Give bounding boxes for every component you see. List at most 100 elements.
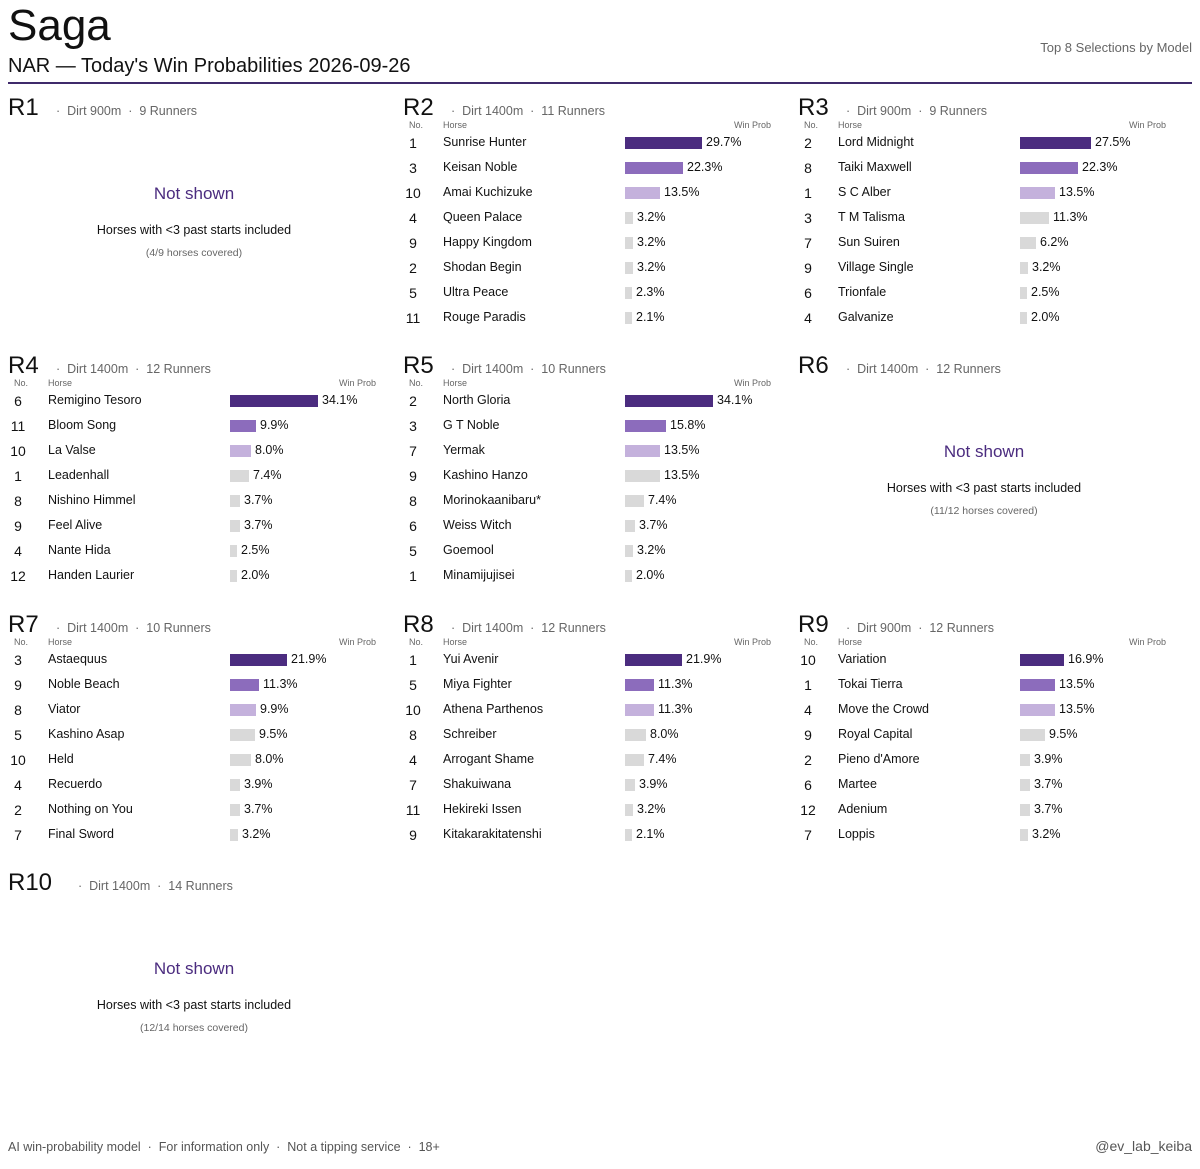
column-header-no: No.	[14, 378, 29, 388]
win-prob-bar	[1020, 779, 1030, 791]
runner-row: 3 T M Talisma 11.3%	[798, 205, 1170, 230]
win-prob-label: 3.7%	[1034, 777, 1063, 791]
win-prob-bar	[1020, 287, 1027, 299]
horse-number: 8	[409, 493, 417, 509]
column-header-win-prob: Win Prob	[733, 378, 771, 388]
horse-name: Nishino Himmel	[48, 493, 136, 507]
win-prob-label: 8.0%	[255, 443, 284, 457]
win-prob-bar	[1020, 704, 1055, 716]
win-prob-bar	[1020, 312, 1027, 324]
win-prob-bar	[1020, 679, 1055, 691]
horse-name: Shodan Begin	[443, 260, 522, 274]
horse-number: 10	[10, 443, 26, 459]
horse-number: 10	[405, 702, 421, 718]
win-prob-label: 13.5%	[1059, 185, 1095, 199]
horse-number: 5	[409, 677, 417, 693]
win-prob-label: 11.3%	[658, 677, 693, 691]
win-prob-label: 27.5%	[1095, 135, 1131, 149]
horse-name: Village Single	[838, 260, 914, 274]
win-prob-bar	[1020, 187, 1055, 199]
horse-name: Shakuiwana	[443, 777, 512, 791]
race-panel-r6: R6 · Dirt 1400m · 12 Runners Not shown Hors…	[798, 346, 1170, 596]
race-panel-r3: R3 · Dirt 900m · 9 Runners No. Horse Win Pro…	[798, 88, 1170, 338]
horse-name: Yermak	[443, 443, 485, 457]
win-prob-label: 3.7%	[244, 493, 273, 507]
race-meta: · Dirt 1400m · 12 Runners	[56, 362, 211, 376]
horse-number: 6	[804, 777, 812, 793]
win-prob-label: 29.7%	[706, 135, 742, 149]
runner-row: 2 Pieno d'Amore 3.9%	[798, 747, 1170, 772]
page-title: Saga	[8, 1, 111, 50]
runner-row: 11 Rouge Paradis 2.1%	[403, 305, 775, 330]
horse-number: 9	[14, 677, 22, 693]
horse-name: Leadenhall	[48, 468, 110, 482]
win-prob-label: 3.2%	[637, 802, 666, 816]
horse-name: Athena Parthenos	[443, 702, 544, 716]
win-prob-bar	[1020, 137, 1091, 149]
horse-name: Nante Hida	[48, 543, 111, 557]
horse-name: Goemool	[443, 543, 494, 557]
win-prob-label: 34.1%	[717, 393, 753, 407]
horse-name: S C Alber	[838, 185, 891, 199]
win-prob-bar	[230, 804, 240, 816]
win-prob-bar	[230, 679, 259, 691]
win-prob-label: 3.9%	[244, 777, 273, 791]
win-prob-bar	[230, 470, 249, 482]
win-prob-label: 9.9%	[260, 418, 289, 432]
win-prob-label: 3.7%	[639, 518, 668, 532]
horse-name: G T Noble	[443, 418, 500, 432]
win-prob-label: 7.4%	[253, 468, 282, 482]
horse-number: 8	[804, 160, 812, 176]
race-meta: · Dirt 1400m · 12 Runners	[846, 362, 1001, 376]
runner-row: 9 Village Single 3.2%	[798, 255, 1170, 280]
race-meta: · Dirt 1400m · 12 Runners	[451, 621, 606, 635]
horse-number: 4	[409, 210, 417, 226]
runner-row: 10 Athena Parthenos 11.3%	[403, 697, 775, 722]
coverage-note: (4/9 horses covered)	[145, 247, 243, 259]
horse-number: 1	[14, 468, 22, 484]
win-prob-label: 3.2%	[637, 235, 666, 249]
horse-name: Schreiber	[443, 727, 497, 741]
runner-row: 7 Final Sword 3.2%	[8, 822, 380, 847]
runner-row: 5 Miya Fighter 11.3%	[403, 672, 775, 697]
horse-name: La Valse	[48, 443, 96, 457]
not-shown-title: Not shown	[153, 959, 235, 978]
horse-number: 5	[14, 727, 22, 743]
win-prob-bar	[230, 395, 318, 407]
win-prob-bar	[625, 420, 666, 432]
column-header-no: No.	[409, 637, 424, 647]
horse-number: 1	[409, 568, 417, 584]
column-header-no: No.	[804, 637, 819, 647]
win-prob-bar	[230, 779, 240, 791]
runner-row: 8 Nishino Himmel 3.7%	[8, 488, 380, 513]
race-meta: · Dirt 900m · 9 Runners	[846, 104, 988, 118]
win-prob-bar	[1020, 804, 1030, 816]
win-prob-label: 2.0%	[241, 568, 270, 582]
column-header-no: No.	[14, 637, 29, 647]
race-id: R2	[403, 94, 434, 121]
header-divider	[8, 82, 1192, 84]
race-id: R1	[8, 94, 39, 121]
horse-number: 3	[409, 418, 417, 434]
horse-number: 9	[804, 727, 812, 743]
win-prob-label: 21.9%	[291, 652, 327, 666]
column-header-no: No.	[409, 378, 424, 388]
win-prob-label: 21.9%	[686, 652, 722, 666]
horse-name: Sunrise Hunter	[443, 135, 527, 149]
horse-number: 11	[10, 418, 26, 434]
runner-row: 7 Yermak 13.5%	[403, 438, 775, 463]
horse-number: 6	[804, 285, 812, 301]
win-prob-label: 11.3%	[263, 677, 298, 691]
win-prob-label: 3.2%	[637, 260, 666, 274]
not-shown-note: Horses with <3 past starts included	[96, 998, 292, 1012]
horse-name: Lord Midnight	[838, 135, 914, 149]
horse-number: 6	[409, 518, 417, 534]
horse-number: 7	[409, 443, 417, 459]
horse-number: 4	[409, 752, 417, 768]
runner-row: 4 Recuerdo 3.9%	[8, 772, 380, 797]
win-prob-label: 3.9%	[1034, 752, 1063, 766]
win-prob-label: 3.7%	[1034, 802, 1063, 816]
coverage-note: (11/12 horses covered)	[930, 505, 1038, 517]
runner-row: 5 Ultra Peace 2.3%	[403, 280, 775, 305]
horse-name: Miya Fighter	[443, 677, 512, 691]
